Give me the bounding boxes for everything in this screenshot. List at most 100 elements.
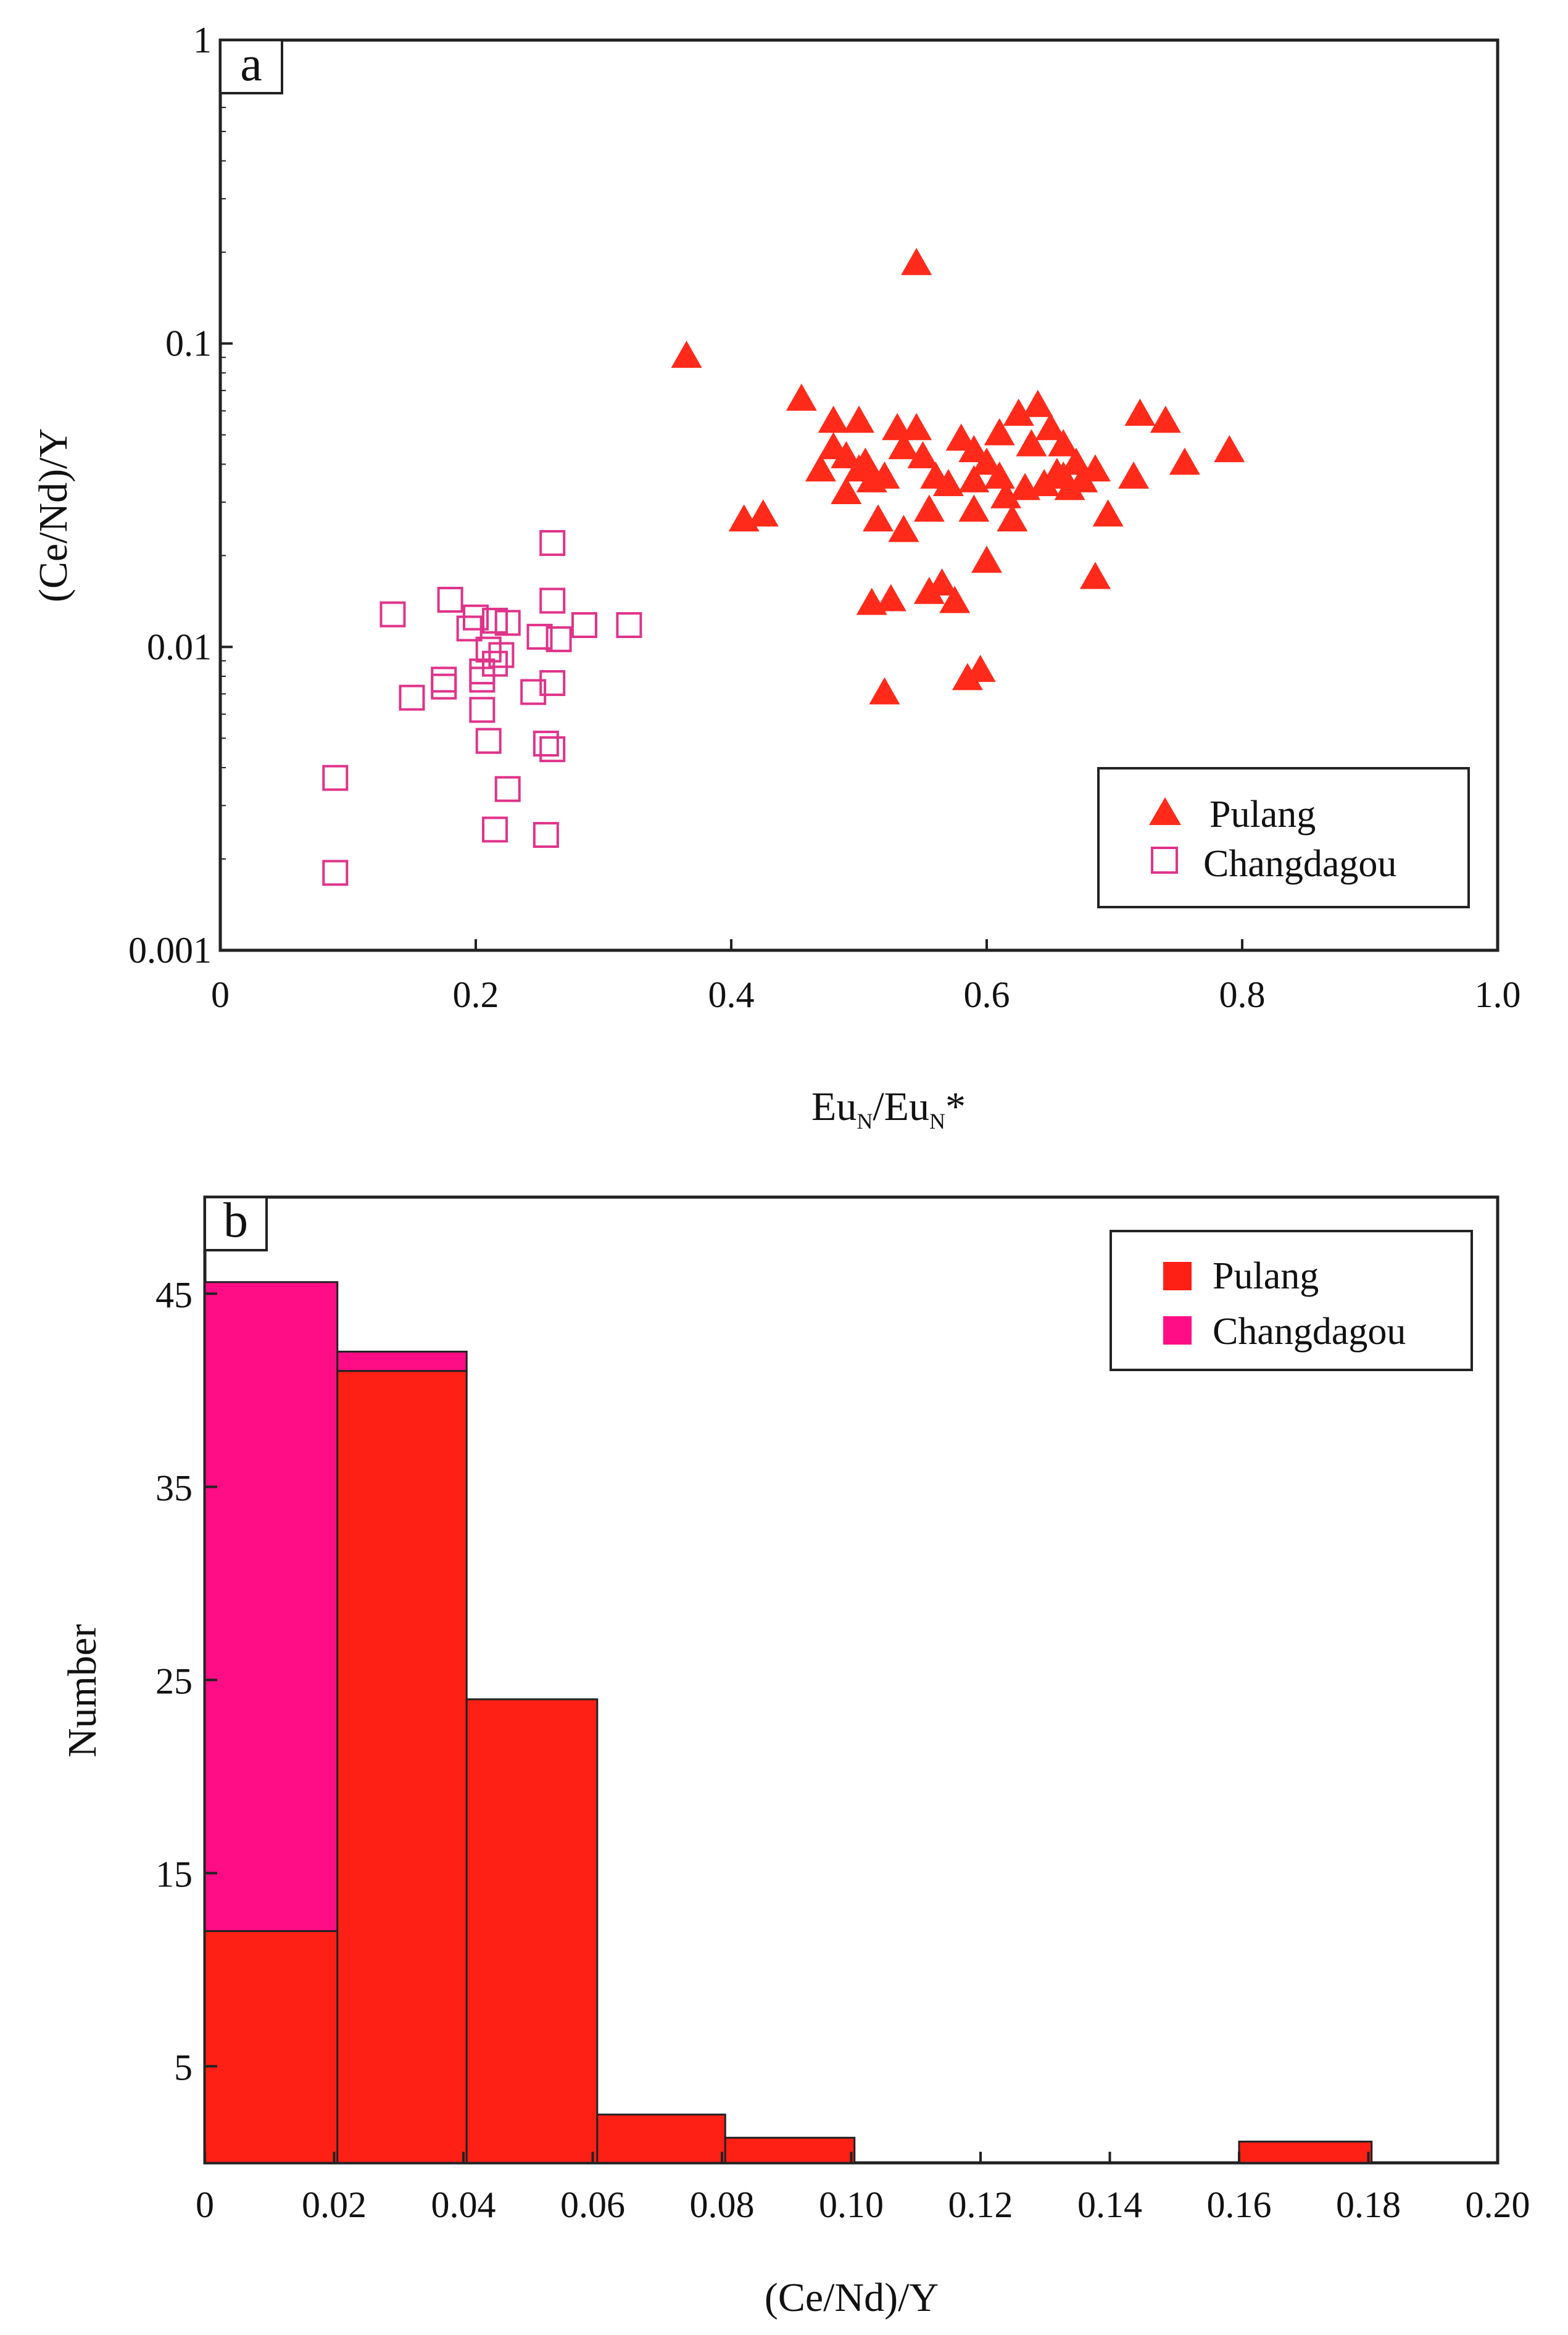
pulang-bar xyxy=(465,1698,599,2164)
changdagou-point xyxy=(533,822,559,848)
pulang-point xyxy=(747,499,779,527)
pulang-point xyxy=(1169,447,1200,475)
pulang-point xyxy=(1092,499,1124,527)
changdagou-point xyxy=(469,666,496,693)
pulang-point xyxy=(1079,562,1111,589)
y-tick-label-a: 1 xyxy=(193,20,212,60)
x-tick-label-b: 0.14 xyxy=(1077,2184,1142,2225)
x-axis-label-b: (Ce/Nd)/Y xyxy=(765,2275,939,2320)
pulang-point xyxy=(952,663,983,691)
pulang-point xyxy=(984,461,1015,489)
legend-pulang-label-b: Pulang xyxy=(1213,1255,1319,1297)
pulang-point xyxy=(1003,398,1034,426)
pulang-point xyxy=(971,447,1002,475)
pulang-point xyxy=(869,677,900,705)
y-tick-label-a: 0.01 xyxy=(147,626,212,667)
changdagou-point xyxy=(494,610,521,636)
pulang-point xyxy=(901,413,932,441)
x-tick-label-b: 0.12 xyxy=(948,2184,1013,2225)
legend-changdagou-label-b: Changdagou xyxy=(1213,1311,1406,1353)
pulang-point xyxy=(958,494,990,522)
x-tick-label-b: 0.16 xyxy=(1207,2184,1272,2225)
pulang-bar xyxy=(596,2113,726,2164)
changdagou-point xyxy=(437,586,463,613)
pulang-point xyxy=(831,476,862,504)
pulang-point xyxy=(907,441,939,468)
y-axis-label-b: Number xyxy=(60,1624,105,1757)
panel-label-a: a xyxy=(240,37,262,91)
y-tick-label-b: 45 xyxy=(156,1275,193,1316)
pulang-point xyxy=(1035,413,1066,441)
x-tick-label-b: 0 xyxy=(196,2184,214,2225)
y-tick-label-a: 0.001 xyxy=(128,930,212,971)
changdagou-point xyxy=(539,670,566,696)
changdagou-bar xyxy=(336,1350,468,1372)
pulang-point xyxy=(901,247,932,275)
legend-square-marker xyxy=(1151,847,1178,874)
x-tick-label-a: 0.8 xyxy=(1219,974,1266,1015)
legend-b: Pulang Changdagou xyxy=(1110,1230,1473,1371)
changdagou-point xyxy=(482,816,508,843)
pulang-point xyxy=(805,454,836,482)
pulang-point xyxy=(863,504,894,532)
legend-triangle-marker xyxy=(1149,797,1181,825)
changdagou-point xyxy=(399,684,425,711)
scatter-points xyxy=(322,247,1245,886)
pulang-bar xyxy=(204,1930,339,2164)
x-tick-label-a: 1.0 xyxy=(1475,974,1521,1015)
pulang-point xyxy=(875,584,906,612)
pulang-point xyxy=(1150,405,1181,433)
changdagou-bar xyxy=(204,1281,339,1932)
changdagou-point xyxy=(322,765,349,791)
x-tick-label-b: 0.10 xyxy=(819,2184,884,2225)
legend-box-b xyxy=(1110,1230,1473,1371)
histogram-panel-b: 0 0.02 0.04 0.06 0.08 0.10 0.12 0.14 0.16 0.18 0.2… xyxy=(60,1193,1530,2320)
pulang-point xyxy=(671,341,702,368)
pulang-point xyxy=(1048,429,1079,457)
pulang-point xyxy=(932,469,964,497)
pulang-point xyxy=(831,441,862,468)
pulang-point xyxy=(850,447,881,475)
pulang-point xyxy=(1022,389,1053,417)
pulang-point xyxy=(997,504,1028,532)
y-tick-label-b: 35 xyxy=(156,1468,193,1509)
pulang-point xyxy=(990,481,1022,508)
y-tick-label-a: 0.1 xyxy=(165,323,212,364)
pulang-point xyxy=(939,586,971,613)
changdagou-point xyxy=(488,642,515,668)
pulang-point xyxy=(945,423,977,451)
changdagou-point xyxy=(539,529,566,556)
pulang-point xyxy=(888,515,919,542)
x-tick-label-a: 0.6 xyxy=(964,974,1010,1015)
x-tick-label-b: 0.04 xyxy=(431,2184,496,2225)
changdagou-point xyxy=(526,623,553,650)
x-tick-label-a: 0.4 xyxy=(708,974,755,1015)
changdagou-point xyxy=(533,731,559,757)
x-tick-label-b: 0.20 xyxy=(1466,2184,1530,2225)
changdagou-point xyxy=(520,679,547,705)
pulang-point xyxy=(1016,429,1047,457)
pulang-point xyxy=(1124,398,1156,426)
x-tick-label-b: 0.18 xyxy=(1336,2184,1401,2225)
changdagou-point xyxy=(616,612,642,638)
pulang-point xyxy=(818,405,849,433)
legend-changdagou-swatch xyxy=(1163,1316,1192,1345)
pulang-bar xyxy=(724,2136,856,2164)
pulang-bar xyxy=(336,1370,468,2164)
pulang-point xyxy=(958,465,990,492)
axis-ticks-b: 0 0.02 0.04 0.06 0.08 0.10 0.12 0.14 0.16 0.18 0.2… xyxy=(156,1275,1530,2226)
pulang-point xyxy=(984,418,1015,446)
changdagou-point xyxy=(539,587,566,614)
y-tick-label-b: 5 xyxy=(174,2047,193,2088)
changdagou-point xyxy=(431,673,457,700)
changdagou-point xyxy=(380,601,406,628)
pulang-point xyxy=(913,494,945,522)
histogram-bars xyxy=(204,1281,1373,2164)
panel-label-box-a: a xyxy=(219,37,283,94)
scatter-plot-panel-a: 0 0.2 0.4 0.6 0.8 1.0 0.001 0.01 0.1 1 a Pulang C… xyxy=(31,20,1521,1134)
pulang-point xyxy=(958,434,990,462)
x-tick-label-b: 0.02 xyxy=(302,2184,367,2225)
changdagou-point xyxy=(475,728,502,754)
y-tick-label-b: 15 xyxy=(156,1854,193,1895)
